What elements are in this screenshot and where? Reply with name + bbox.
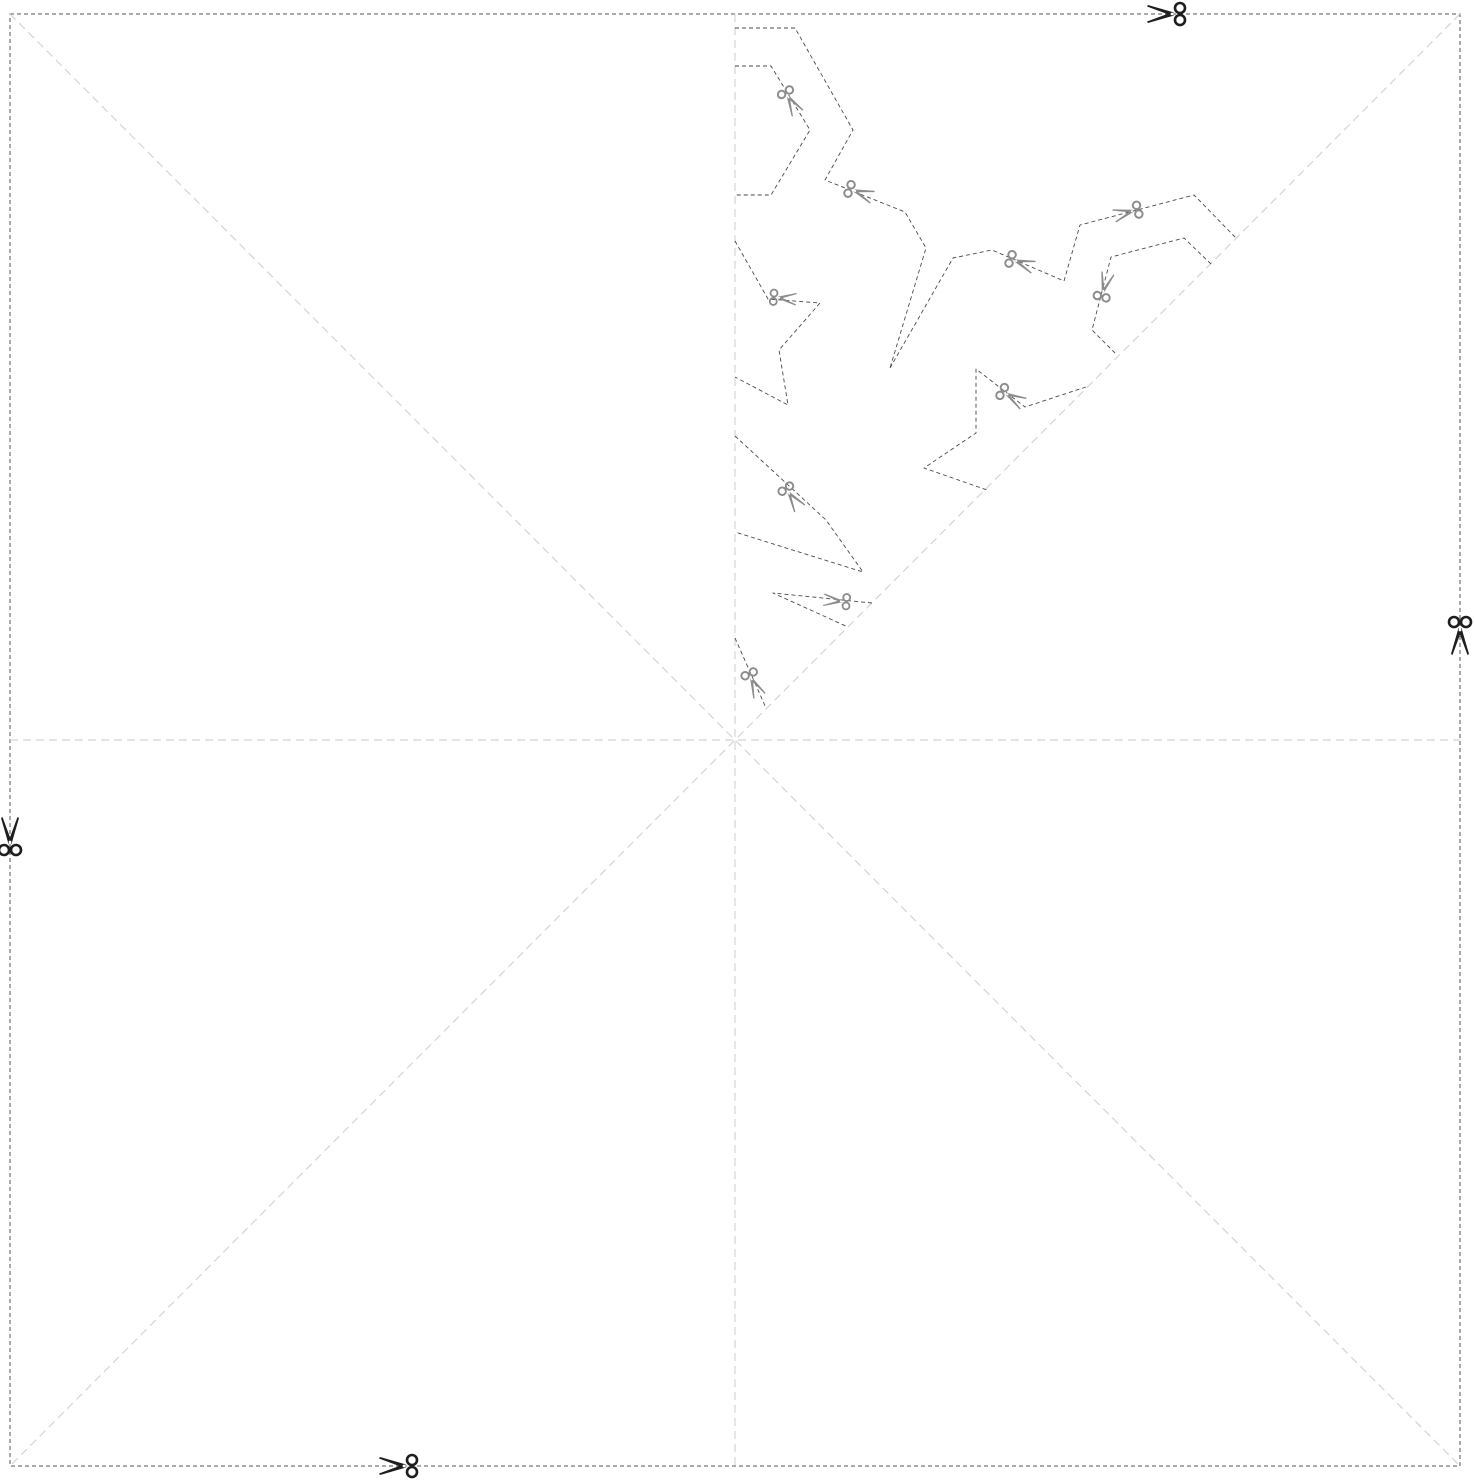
scissors-icon (842, 178, 877, 207)
scissors-icon (1091, 269, 1118, 304)
scissors-icon (768, 288, 799, 308)
fold-lines (9, 13, 1461, 1467)
cut-line (734, 240, 821, 406)
cut-line (735, 27, 927, 369)
cut-line (734, 435, 864, 573)
cut-line (735, 65, 811, 196)
scissors-icon (775, 479, 808, 515)
scissors-icon (0, 815, 23, 857)
cut-line (923, 368, 1087, 491)
cut-line (889, 194, 1237, 369)
scissors-icon (993, 381, 1029, 412)
scissors-icon (821, 591, 852, 611)
scissors-icon (775, 83, 806, 119)
snowflake-cut-pattern (734, 27, 1237, 709)
fold-line-diagonal-1 (9, 13, 1461, 1467)
cut-line (1091, 237, 1212, 356)
scissors-icon (739, 665, 769, 701)
fold-line-diagonal-2 (9, 13, 1461, 1467)
cut-line (772, 592, 873, 628)
